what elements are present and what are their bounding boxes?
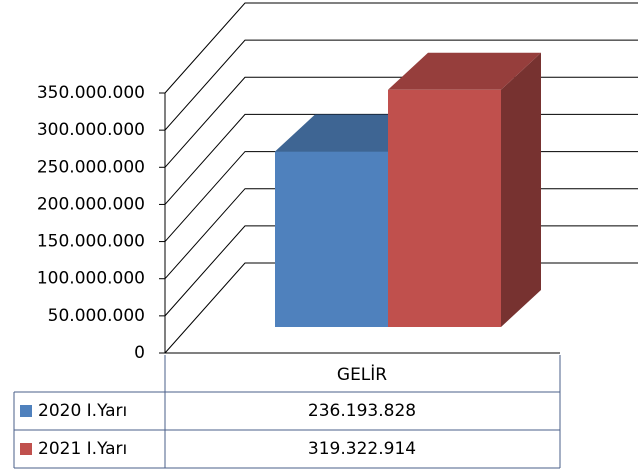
legend-label: 2020 I.Yarı <box>38 401 127 421</box>
bar-top <box>388 52 541 90</box>
bar <box>275 151 388 327</box>
bar-side <box>501 52 541 327</box>
y-tick-label: 250.000.000 <box>37 157 145 177</box>
legend-label: 2021 I.Yarı <box>38 439 127 459</box>
y-tick-label: 300.000.000 <box>37 120 145 140</box>
legend-swatch <box>20 443 32 455</box>
grid-line <box>164 39 638 131</box>
y-tick-label: 100.000.000 <box>37 269 145 289</box>
bar <box>388 89 501 327</box>
y-tick-label: 0 <box>134 343 145 363</box>
y-tick-label: 350.000.000 <box>37 83 145 103</box>
category-label: GELİR <box>337 364 387 385</box>
table-value: 236.193.828 <box>308 401 416 421</box>
y-tick-label: 150.000.000 <box>37 232 145 252</box>
legend-swatch <box>20 405 32 417</box>
y-tick-label: 200.000.000 <box>37 194 145 214</box>
grid-line <box>164 2 638 94</box>
table-value: 319.322.914 <box>308 439 416 459</box>
y-tick-label: 50.000.000 <box>48 306 145 326</box>
